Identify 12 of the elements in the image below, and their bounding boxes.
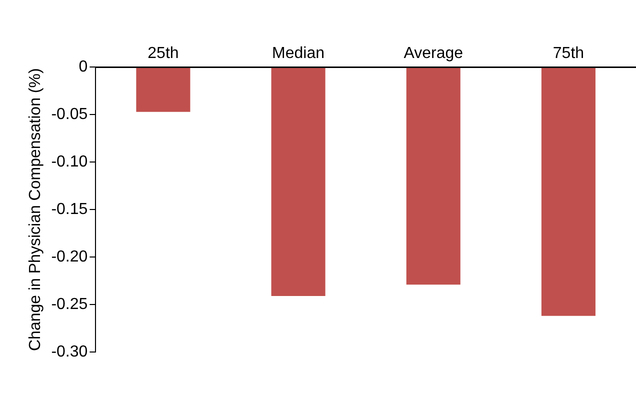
y-tick-label: -0.30: [51, 343, 88, 360]
y-tick-label: -0.20: [51, 248, 88, 266]
y-tick-label: -0.15: [51, 201, 88, 218]
y-axis-title: Change in Physician Compensation (%): [27, 68, 44, 352]
y-tick-label: -0.05: [51, 106, 88, 124]
x-tick-label: Median: [272, 45, 325, 62]
x-tick-label: 25th: [148, 45, 179, 62]
x-tick-label: 75th: [552, 45, 584, 62]
y-tick-label: -0.10: [51, 154, 88, 171]
y-tick-label: -0.25: [51, 296, 88, 313]
y-tick-label: 0: [78, 58, 88, 76]
x-tick-label: Average: [404, 45, 464, 62]
